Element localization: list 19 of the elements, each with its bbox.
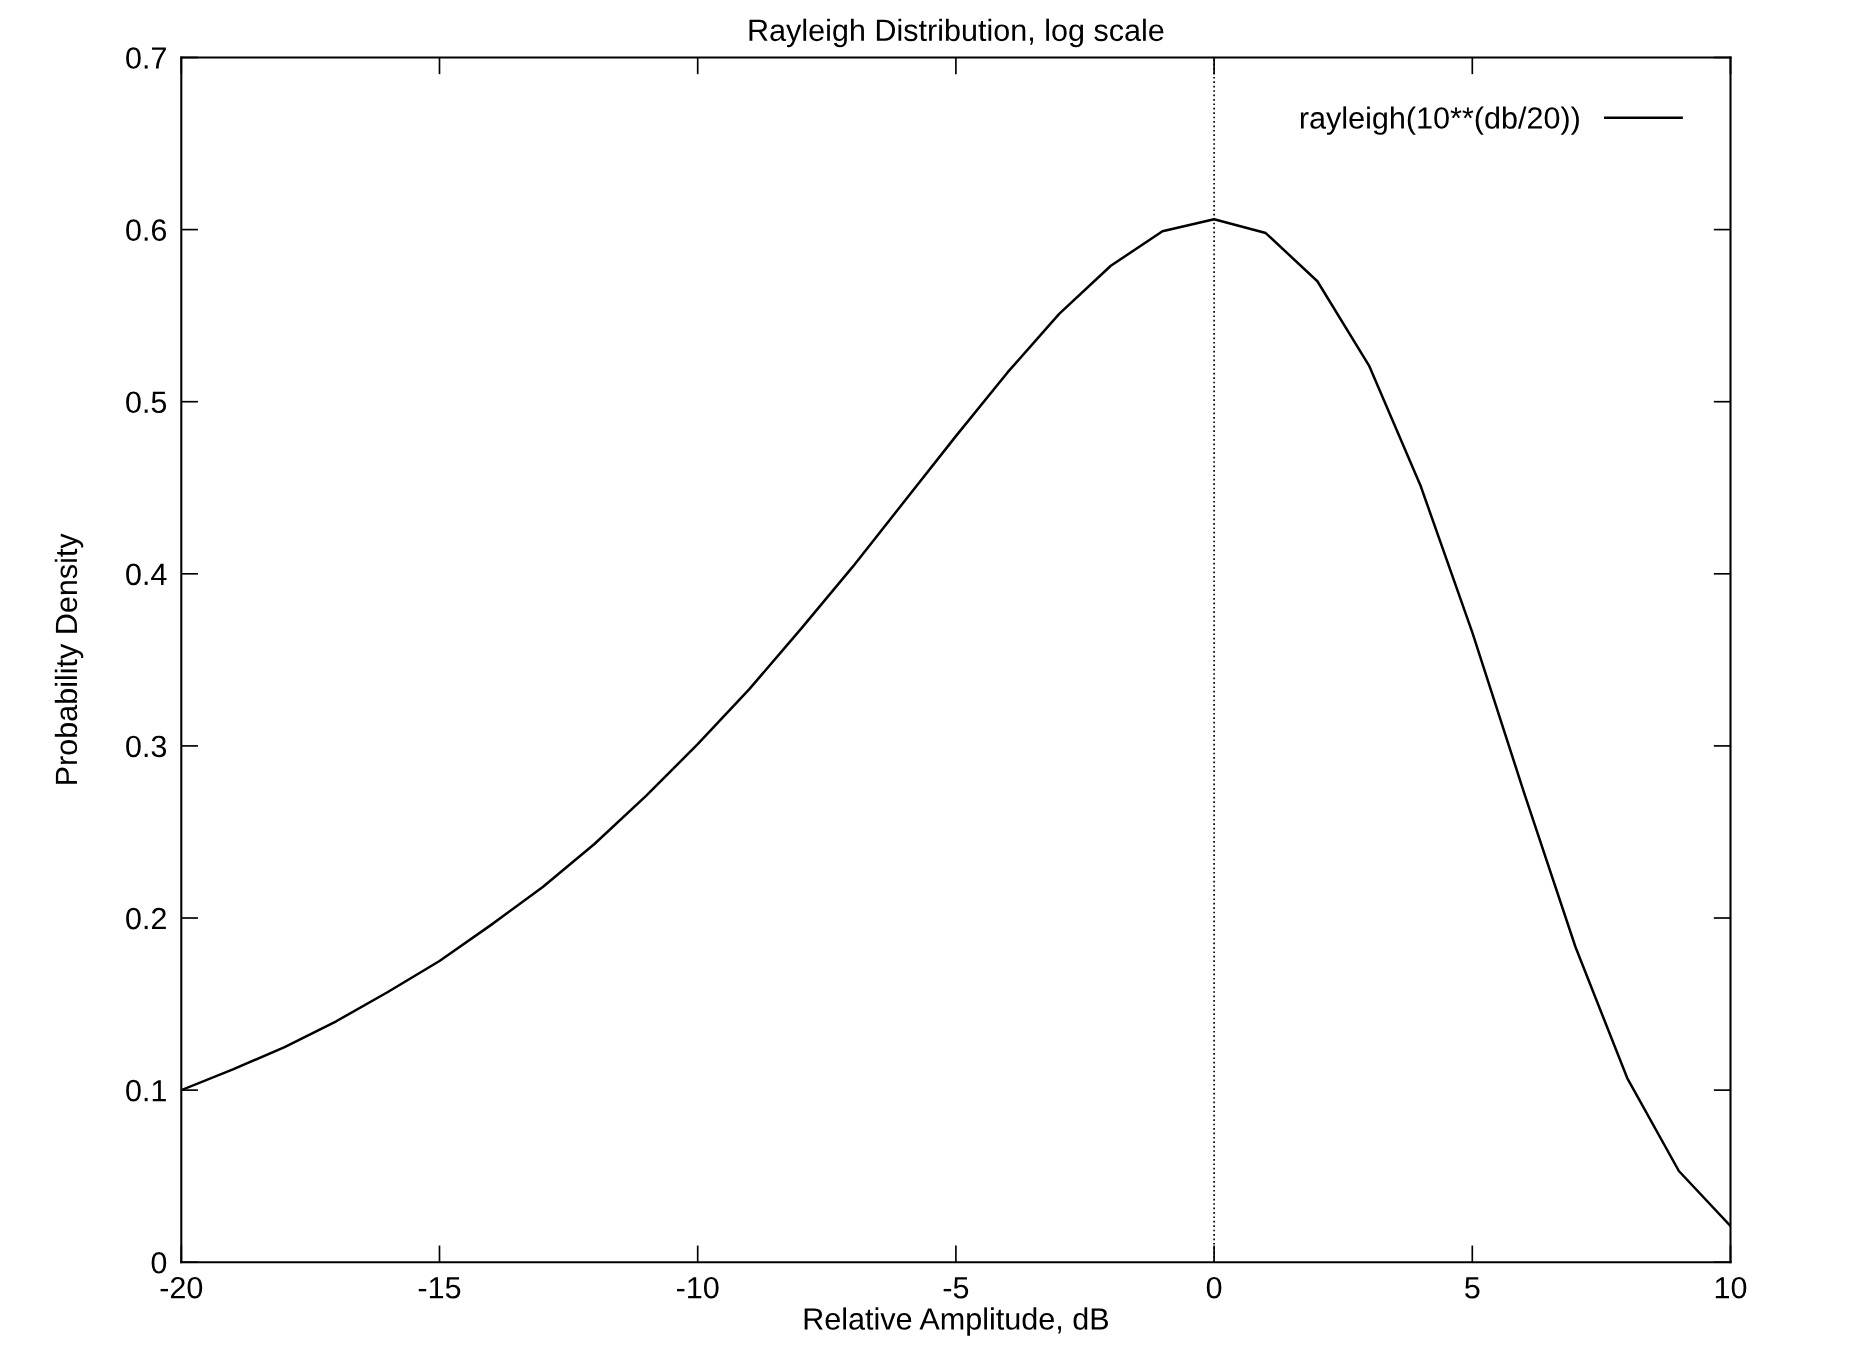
x-tick-label: -5: [943, 1277, 969, 1299]
y-tick-label: 0.5: [126, 391, 167, 414]
y-tick-label: 0.7: [126, 47, 166, 69]
y-tick-label: 0.3: [126, 735, 167, 758]
chart-title: Rayleigh Distribution, log scale: [749, 18, 1164, 48]
y-axis-title: Probability Density: [54, 533, 84, 784]
x-tick-label: -15: [418, 1277, 461, 1299]
x-tick-label: 10: [1715, 1276, 1747, 1299]
x-tick-label: -10: [676, 1276, 719, 1299]
x-tick-label: 0: [1206, 1276, 1222, 1299]
x-tick-label: 5: [1465, 1277, 1480, 1299]
x-axis-title: Relative Amplitude, dB: [804, 1307, 1109, 1336]
y-tick-label: 0.4: [126, 563, 167, 586]
y-tick-label: 0.1: [126, 1079, 166, 1102]
legend-label: rayleigh(10**(db/20)): [1300, 106, 1579, 135]
y-tick-label: 0.2: [126, 907, 166, 930]
y-tick-label: 0.6: [126, 219, 167, 241]
x-tick-label: -20: [160, 1276, 203, 1299]
y-tick-label: 0: [151, 1251, 167, 1274]
